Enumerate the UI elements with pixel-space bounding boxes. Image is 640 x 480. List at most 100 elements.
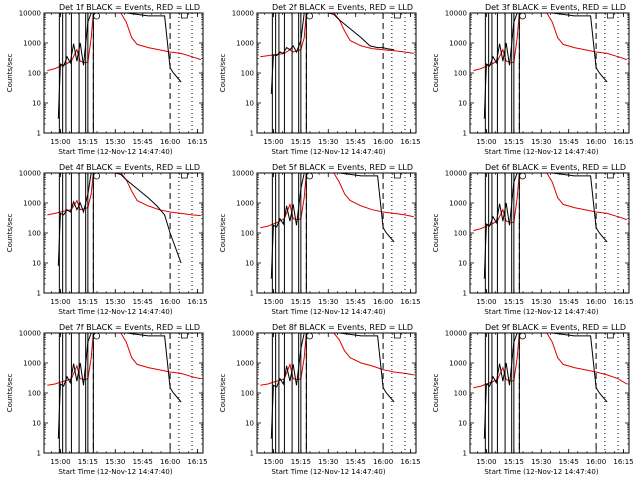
panel-title: Det 8f BLACK = Events, RED = LLD [272, 323, 413, 332]
y-tick-label: 10000 [445, 330, 467, 338]
y-tick-label: 1 [250, 290, 254, 298]
x-axis-label: Start Time (12-Nov-12 14:47:40) [58, 308, 172, 316]
detector-panel-5: Det 5f BLACK = Events, RED = LLD Counts/s… [219, 163, 421, 316]
x-axis-label: Start Time (12-Nov-12 14:47:40) [271, 308, 385, 316]
y-tick-label: 1 [37, 290, 41, 298]
x-tick-label: 15:00 [263, 138, 283, 146]
plot-frame [469, 172, 630, 294]
events-series-line [57, 13, 182, 119]
x-tick-label: 15:45 [559, 458, 579, 466]
bracket-marker [393, 13, 401, 19]
bracket-marker [606, 333, 614, 339]
circle-marker [519, 172, 527, 180]
y-tick-label: 10000 [19, 170, 41, 178]
y-tick-label: 1000 [449, 360, 467, 368]
plot-frame [256, 172, 417, 294]
y-tick-label: 1000 [236, 40, 254, 48]
y-axis-label: Counts/sec [6, 214, 14, 253]
y-tick-label: 100 [454, 230, 467, 238]
x-tick-label: 16:00 [586, 298, 606, 306]
y-tick-label: 10000 [445, 170, 467, 178]
x-tick-label: 16:15 [187, 298, 207, 306]
y-tick-label: 10000 [232, 10, 254, 18]
x-tick-label: 16:15 [400, 298, 420, 306]
y-tick-label: 1000 [23, 40, 41, 48]
detector-panel-4: Det 4f BLACK = Events, RED = LLD Counts/s… [6, 163, 208, 316]
x-tick-label: 15:15 [291, 138, 311, 146]
y-tick-label: 10 [32, 100, 41, 108]
lld-series-line [260, 333, 414, 386]
events-series-line [483, 333, 608, 439]
detector-panel-3: Det 3f BLACK = Events, RED = LLD Counts/s… [432, 3, 634, 156]
y-tick-label: 1000 [449, 40, 467, 48]
circle-marker [93, 12, 101, 20]
x-tick-label: 15:00 [50, 298, 70, 306]
plot-frame [43, 172, 204, 294]
y-tick-label: 1000 [236, 200, 254, 208]
panel-title: Det 7f BLACK = Events, RED = LLD [59, 323, 200, 332]
y-tick-label: 10000 [232, 330, 254, 338]
x-tick-label: 15:30 [105, 138, 125, 146]
x-tick-label: 15:30 [318, 138, 338, 146]
plot-frame [469, 12, 630, 134]
y-tick-label: 10000 [19, 10, 41, 18]
detector-panel-1: Det 1f BLACK = Events, RED = LLD Counts/s… [6, 3, 208, 156]
y-tick-label: 10 [245, 100, 254, 108]
x-tick-label: 15:30 [105, 298, 125, 306]
x-tick-label: 15:00 [476, 458, 496, 466]
y-axis-label: Counts/sec [432, 374, 440, 413]
bracket-marker [393, 333, 401, 339]
y-tick-label: 1 [37, 130, 41, 138]
detector-panel-7: Det 7f BLACK = Events, RED = LLD Counts/s… [6, 323, 208, 476]
plot-frame [256, 12, 417, 134]
x-tick-label: 15:15 [78, 298, 98, 306]
x-tick-label: 15:30 [318, 298, 338, 306]
lld-series-line [47, 173, 201, 217]
x-tick-label: 16:15 [613, 138, 633, 146]
x-tick-label: 15:00 [263, 458, 283, 466]
bracket-marker [393, 173, 401, 179]
x-tick-label: 15:30 [531, 458, 551, 466]
x-tick-label: 15:30 [105, 458, 125, 466]
panel-title: Det 9f BLACK = Events, RED = LLD [485, 323, 626, 332]
bracket-marker [180, 13, 188, 19]
y-tick-label: 1 [463, 450, 467, 458]
bracket-marker [606, 173, 614, 179]
y-tick-label: 10 [458, 260, 467, 268]
y-tick-label: 10 [458, 100, 467, 108]
panel-title: Det 1f BLACK = Events, RED = LLD [59, 3, 200, 12]
y-tick-label: 10 [245, 420, 254, 428]
y-tick-label: 1 [250, 450, 254, 458]
lld-series-line [47, 333, 201, 386]
y-axis-label: Counts/sec [219, 54, 227, 93]
x-tick-label: 16:00 [586, 458, 606, 466]
plot-frame [256, 332, 417, 454]
y-axis-label: Counts/sec [6, 54, 14, 93]
events-series-line [270, 173, 395, 279]
x-tick-label: 15:15 [504, 458, 524, 466]
x-axis-label: Start Time (12-Nov-12 14:47:40) [271, 148, 385, 156]
detector-panel-8: Det 8f BLACK = Events, RED = LLD Counts/s… [219, 323, 421, 476]
bracket-marker [180, 173, 188, 179]
y-tick-label: 1000 [449, 200, 467, 208]
detector-panel-6: Det 6f BLACK = Events, RED = LLD Counts/s… [432, 163, 634, 316]
x-tick-label: 15:45 [559, 298, 579, 306]
circle-marker [93, 172, 101, 180]
events-series-line [270, 13, 395, 95]
y-tick-label: 1000 [236, 360, 254, 368]
panel-title: Det 6f BLACK = Events, RED = LLD [485, 163, 626, 172]
y-tick-label: 10000 [232, 170, 254, 178]
x-tick-label: 15:45 [346, 298, 366, 306]
x-axis-label: Start Time (12-Nov-12 14:47:40) [484, 148, 598, 156]
x-tick-label: 16:15 [187, 458, 207, 466]
x-tick-label: 15:15 [504, 298, 524, 306]
circle-marker [306, 332, 314, 340]
y-tick-label: 1000 [23, 200, 41, 208]
x-tick-label: 15:15 [78, 138, 98, 146]
y-tick-label: 1 [250, 130, 254, 138]
bracket-marker [606, 13, 614, 19]
x-tick-label: 16:00 [373, 298, 393, 306]
lld-series-line [260, 13, 414, 58]
x-tick-label: 15:30 [531, 138, 551, 146]
x-axis-label: Start Time (12-Nov-12 14:47:40) [58, 468, 172, 476]
